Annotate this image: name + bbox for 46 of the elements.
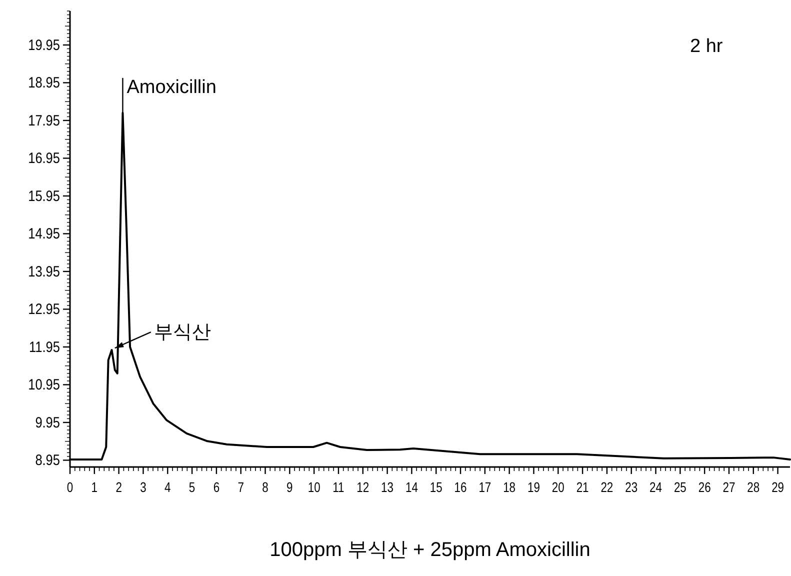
- x-tick-label: 27: [722, 480, 736, 496]
- x-tick-label: 12: [356, 480, 370, 496]
- x-tick-label: 23: [625, 480, 638, 496]
- x-tick-label: 22: [600, 480, 614, 496]
- x-tick-label: 6: [213, 480, 220, 496]
- x-tick-label: 8: [262, 480, 268, 496]
- x-tick-label: 0: [66, 480, 74, 496]
- x-tick-label: 21: [576, 480, 589, 496]
- y-tick-label: 9.95: [35, 413, 60, 431]
- annotation: 부식산: [154, 322, 211, 344]
- x-tick-label: 5: [188, 480, 196, 496]
- y-tick-label: 11.95: [29, 338, 60, 356]
- x-axis-title: 100ppm 부식산 + 25ppm Amoxicillin: [270, 539, 590, 561]
- y-tick-label: 10.95: [28, 376, 60, 393]
- y-tick-label: 18.95: [28, 74, 60, 91]
- x-tick-label: 29: [772, 480, 784, 496]
- x-tick-label: 17: [478, 480, 492, 496]
- y-tick-label: 13.95: [28, 262, 60, 280]
- y-tick-label: 8.95: [35, 451, 60, 468]
- y-tick-label: 17.95: [28, 111, 60, 129]
- x-tick-label: 13: [381, 480, 394, 496]
- x-tick-label: 9: [286, 480, 293, 496]
- x-tick-label: 15: [430, 480, 442, 496]
- y-tick-label: 14.95: [28, 224, 60, 242]
- x-tick-label: 14: [405, 480, 418, 496]
- y-tick-label: 12.95: [28, 300, 60, 318]
- x-tick-label: 7: [238, 480, 244, 496]
- x-tick-label: 19: [528, 480, 540, 496]
- annotation: 2 hr: [690, 36, 724, 57]
- x-tick-label: 10: [308, 480, 320, 496]
- y-tick-label: 15.95: [28, 186, 60, 204]
- x-tick-label: 26: [698, 480, 711, 496]
- x-tick-label: 3: [140, 480, 146, 496]
- x-tick-label: 1: [91, 480, 98, 496]
- x-tick-label: 16: [454, 480, 467, 496]
- x-tick-label: 25: [674, 480, 686, 496]
- x-tick-label: 18: [503, 480, 516, 496]
- annotation: Amoxicillin: [126, 76, 216, 98]
- x-tick-label: 24: [650, 480, 662, 496]
- x-tick-label: 20: [552, 480, 564, 496]
- x-tick-label: 4: [164, 480, 171, 496]
- x-tick-label: 2: [116, 480, 122, 496]
- y-tick-label: 19.95: [28, 36, 60, 54]
- y-tick-label: 16.95: [28, 149, 60, 166]
- x-tick-label: 28: [747, 480, 760, 496]
- x-tick-label: 11: [332, 480, 344, 496]
